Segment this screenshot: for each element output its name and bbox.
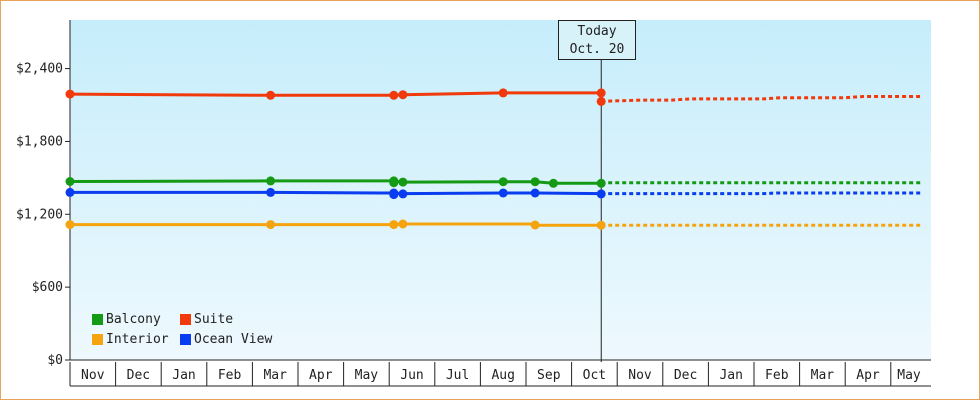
series-ocean-view: [65, 187, 923, 200]
x-tick-label: Mar: [811, 368, 835, 383]
series-point-ocean-view: [498, 188, 508, 198]
series-interior: [65, 219, 923, 230]
series-point-ocean-view: [398, 189, 408, 199]
series-point-suite: [596, 88, 606, 98]
legend-swatch: [180, 313, 191, 325]
series-point-interior: [266, 220, 276, 230]
legend: Balcony Suite Interior Ocean View: [92, 311, 302, 347]
y-tick-label: $1,800: [16, 134, 63, 149]
series-point-ocean-view: [65, 187, 75, 197]
x-tick-label: Mar: [263, 368, 287, 383]
x-tick-label: Nov: [628, 368, 652, 383]
x-tick-label: May: [897, 368, 921, 383]
series-point-ocean-view: [389, 190, 399, 200]
series-point-suite: [498, 88, 508, 98]
series-point-interior: [398, 219, 408, 229]
x-tick-label: Aug: [491, 368, 514, 383]
series-point-suite: [266, 90, 276, 100]
today-label-line1: Today: [577, 24, 617, 39]
series-balcony: [65, 176, 923, 188]
series-point-interior: [65, 220, 75, 230]
series-layer: [65, 88, 923, 230]
y-tick-label: $0: [47, 353, 63, 368]
legend-swatch: [180, 333, 191, 345]
legend-label: Interior: [106, 331, 169, 347]
today-label-line2: Oct. 20: [569, 42, 625, 57]
series-point-interior: [530, 220, 540, 230]
series-point-balcony: [596, 178, 606, 188]
series-point-suite: [389, 90, 399, 100]
series-line-ocean-view: [70, 190, 602, 196]
today-label: Today Oct. 20: [558, 20, 636, 60]
series-point-suite: [596, 96, 606, 106]
series-point-balcony: [266, 176, 276, 186]
legend-item-balcony: Balcony: [92, 311, 180, 327]
series-point-ocean-view: [530, 188, 540, 198]
legend-item-interior: Interior: [92, 331, 180, 347]
x-axis: Nov Dec Jan Feb Mar Apr May Jun Jul Aug Sep Oct Nov D…: [69, 359, 931, 387]
legend-label: Suite: [194, 311, 234, 327]
x-tick-label: Oct: [583, 368, 606, 383]
series-point-balcony: [498, 177, 508, 187]
x-tick-label: Feb: [218, 368, 242, 383]
legend-label: Ocean View: [194, 331, 273, 347]
x-tick-label: Jan: [172, 368, 195, 383]
x-tick-label: Jan: [719, 368, 742, 383]
series-point-interior: [389, 220, 399, 230]
legend-swatch: [92, 333, 103, 345]
series-point-ocean-view: [266, 187, 276, 197]
legend-swatch: [92, 313, 103, 325]
x-tick-label: Jul: [446, 368, 469, 383]
y-tick-label: $1,200: [16, 207, 63, 222]
series-forecast-suite: [601, 95, 923, 103]
series-point-suite: [65, 89, 75, 99]
x-tick-label: Apr: [309, 368, 333, 383]
series-point-balcony: [398, 177, 408, 187]
x-tick-label: Sep: [537, 368, 561, 383]
series-line-interior: [70, 222, 602, 227]
x-tick-label: Nov: [81, 368, 105, 383]
series-point-balcony: [389, 178, 399, 188]
series-forecast-ocean-view: [601, 191, 923, 196]
series-point-interior: [596, 220, 606, 230]
x-tick-label: May: [355, 368, 379, 383]
y-tick-label: $2,400: [16, 62, 63, 77]
series-point-balcony: [530, 177, 540, 187]
x-tick-label: Dec: [127, 368, 150, 383]
x-tick-label: Jun: [400, 368, 423, 383]
x-tick-label: Dec: [674, 368, 697, 383]
x-tick-label: Apr: [856, 368, 880, 383]
legend-item-suite: Suite: [180, 311, 290, 327]
series-point-ocean-view: [596, 189, 606, 199]
series-point-suite: [398, 90, 408, 100]
legend-label: Balcony: [106, 311, 161, 327]
series-point-balcony: [65, 177, 75, 186]
y-tick-label: $600: [32, 280, 63, 295]
y-axis: $0 $600 $1,200 $1,800 $2,400: [16, 20, 71, 368]
x-tick-label: Feb: [765, 368, 789, 383]
series-suite: [65, 88, 923, 106]
legend-item-ocean-view: Ocean View: [180, 331, 290, 347]
series-point-balcony: [548, 178, 558, 188]
